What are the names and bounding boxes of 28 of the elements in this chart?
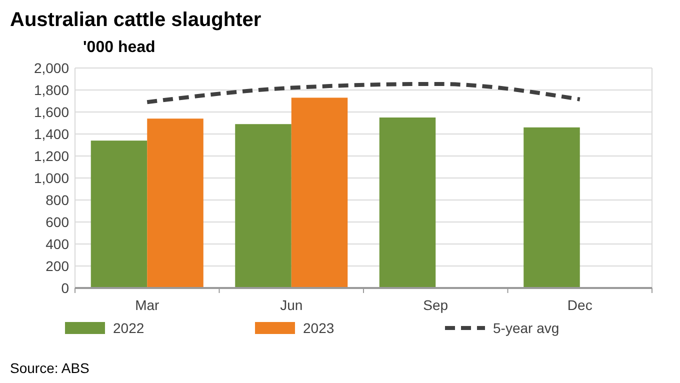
y-tick-label: 200 [46, 258, 70, 274]
legend-label: 5-year avg [493, 320, 560, 336]
x-tick-label: Jun [280, 297, 303, 313]
y-tick-label: 600 [46, 214, 70, 230]
x-tick-label: Dec [567, 297, 592, 313]
y-tick-label: 1,600 [34, 104, 70, 120]
y-tick-label: 1,200 [34, 148, 70, 164]
bar [235, 124, 292, 288]
bar [291, 98, 348, 288]
legend-label: 2023 [303, 320, 334, 336]
y-tick-label: 0 [61, 280, 70, 296]
chart-title: Australian cattle slaughter [10, 9, 262, 31]
y-tick-label: 1,400 [34, 126, 70, 142]
y-tick-label: 1,000 [34, 170, 70, 186]
y-tick-label: 1,800 [34, 82, 70, 98]
legend-label: 2022 [113, 320, 144, 336]
bar [379, 118, 436, 288]
y-axis-title: '000 head [83, 39, 156, 56]
bar [147, 118, 204, 288]
x-tick-label: Mar [135, 297, 160, 313]
x-tick-label: Sep [423, 297, 448, 313]
bar [90, 140, 148, 288]
y-tick-label: 400 [46, 236, 70, 252]
line-series [145, 82, 582, 104]
bar [524, 127, 580, 288]
y-tick-label: 2,000 [34, 60, 70, 76]
y-tick-label: 800 [46, 192, 70, 208]
source-note: Source: ABS [10, 360, 90, 376]
